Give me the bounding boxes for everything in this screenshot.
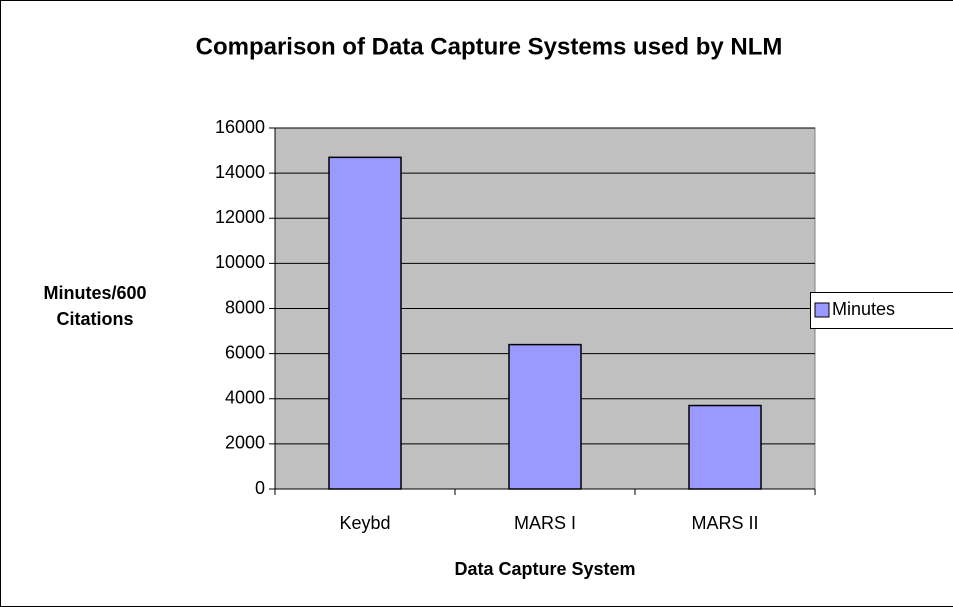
x-tick-label: MARS II: [691, 513, 758, 533]
y-axis-title: Minutes/600 Citations: [43, 283, 147, 329]
y-tick-label: 0: [255, 478, 265, 498]
x-tick-label: MARS I: [514, 513, 576, 533]
bar: [688, 404, 762, 490]
legend-swatch: [814, 302, 830, 318]
y-tick-label: 12000: [215, 207, 265, 227]
bar: [508, 343, 582, 490]
legend-label: Minutes: [832, 299, 895, 319]
x-axis-title: Data Capture System: [454, 559, 635, 579]
x-tick-label: Keybd: [339, 513, 390, 533]
y-tick-label: 4000: [225, 388, 265, 408]
bar: [328, 156, 402, 490]
y-tick-label: 2000: [225, 433, 265, 453]
y-tick-label: 16000: [215, 117, 265, 137]
y-tick-label: 10000: [215, 252, 265, 272]
y-tick-label: 14000: [215, 162, 265, 182]
y-tick-label: 6000: [225, 342, 265, 362]
chart-title: Comparison of Data Capture Systems used …: [196, 33, 783, 60]
legend-box: [810, 292, 953, 329]
y-tick-label: 8000: [225, 297, 265, 317]
